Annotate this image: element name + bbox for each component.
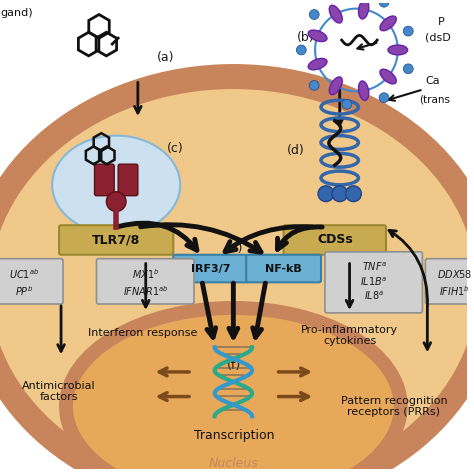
Circle shape [403, 64, 413, 74]
Ellipse shape [329, 77, 342, 95]
Text: IRF3/7: IRF3/7 [191, 264, 230, 273]
Ellipse shape [358, 0, 369, 19]
Text: $IL1B^a$: $IL1B^a$ [360, 275, 388, 288]
Text: (d): (d) [286, 144, 304, 157]
Ellipse shape [388, 45, 408, 55]
Ellipse shape [380, 16, 396, 31]
Text: Pro-inflammatory
cytokines: Pro-inflammatory cytokines [301, 325, 398, 346]
Text: (a): (a) [157, 51, 174, 64]
FancyBboxPatch shape [246, 255, 321, 283]
Text: P: P [438, 18, 445, 27]
FancyBboxPatch shape [97, 259, 194, 304]
Text: Nucleus: Nucleus [209, 457, 258, 470]
Ellipse shape [358, 81, 369, 100]
Circle shape [342, 100, 352, 109]
Ellipse shape [329, 5, 342, 23]
Ellipse shape [380, 69, 396, 84]
Text: $IFIH1^b$: $IFIH1^b$ [439, 284, 470, 298]
Text: CDSs: CDSs [317, 234, 353, 246]
FancyBboxPatch shape [118, 164, 138, 196]
Text: $PP^b$: $PP^b$ [15, 284, 34, 298]
Circle shape [346, 186, 361, 201]
Text: (dsD: (dsD [425, 32, 451, 42]
Ellipse shape [0, 76, 474, 474]
FancyBboxPatch shape [0, 259, 63, 304]
Circle shape [379, 93, 389, 103]
Text: TLR7/8: TLR7/8 [92, 234, 140, 246]
Text: Transcription: Transcription [194, 429, 274, 442]
Ellipse shape [308, 30, 327, 42]
Circle shape [403, 26, 413, 36]
Text: (b): (b) [296, 31, 314, 44]
Text: NF-kB: NF-kB [265, 264, 302, 273]
FancyBboxPatch shape [283, 225, 386, 255]
Text: (c): (c) [167, 142, 183, 155]
FancyBboxPatch shape [173, 255, 248, 283]
Text: Antimicrobial
factors: Antimicrobial factors [22, 381, 96, 402]
Text: Ca: Ca [425, 76, 440, 86]
Text: $MX1^b$: $MX1^b$ [132, 267, 159, 282]
Circle shape [106, 192, 126, 211]
Circle shape [318, 186, 334, 201]
Circle shape [296, 45, 306, 55]
Circle shape [332, 186, 347, 201]
FancyBboxPatch shape [425, 259, 474, 304]
Ellipse shape [66, 308, 401, 474]
Text: gand): gand) [0, 8, 33, 18]
Text: Pattern recognition
receptors (PRRs): Pattern recognition receptors (PRRs) [340, 396, 447, 417]
Text: $UC1^{ab}$: $UC1^{ab}$ [9, 267, 40, 282]
Text: $IFNAR1^{ab}$: $IFNAR1^{ab}$ [123, 284, 169, 298]
Text: (trans: (trans [419, 94, 450, 104]
Text: Interferon response: Interferon response [88, 328, 198, 337]
Text: $TNF^a$: $TNF^a$ [362, 260, 387, 273]
Text: (f): (f) [227, 358, 241, 372]
Ellipse shape [308, 58, 327, 70]
Circle shape [379, 0, 389, 7]
FancyBboxPatch shape [59, 225, 173, 255]
FancyBboxPatch shape [325, 252, 422, 313]
Circle shape [309, 9, 319, 19]
FancyBboxPatch shape [94, 164, 114, 196]
Text: (e): (e) [226, 242, 243, 255]
Circle shape [309, 81, 319, 91]
Text: $DDX58$: $DDX58$ [437, 268, 473, 281]
Ellipse shape [52, 136, 180, 234]
Text: $IL8^a$: $IL8^a$ [364, 290, 384, 302]
